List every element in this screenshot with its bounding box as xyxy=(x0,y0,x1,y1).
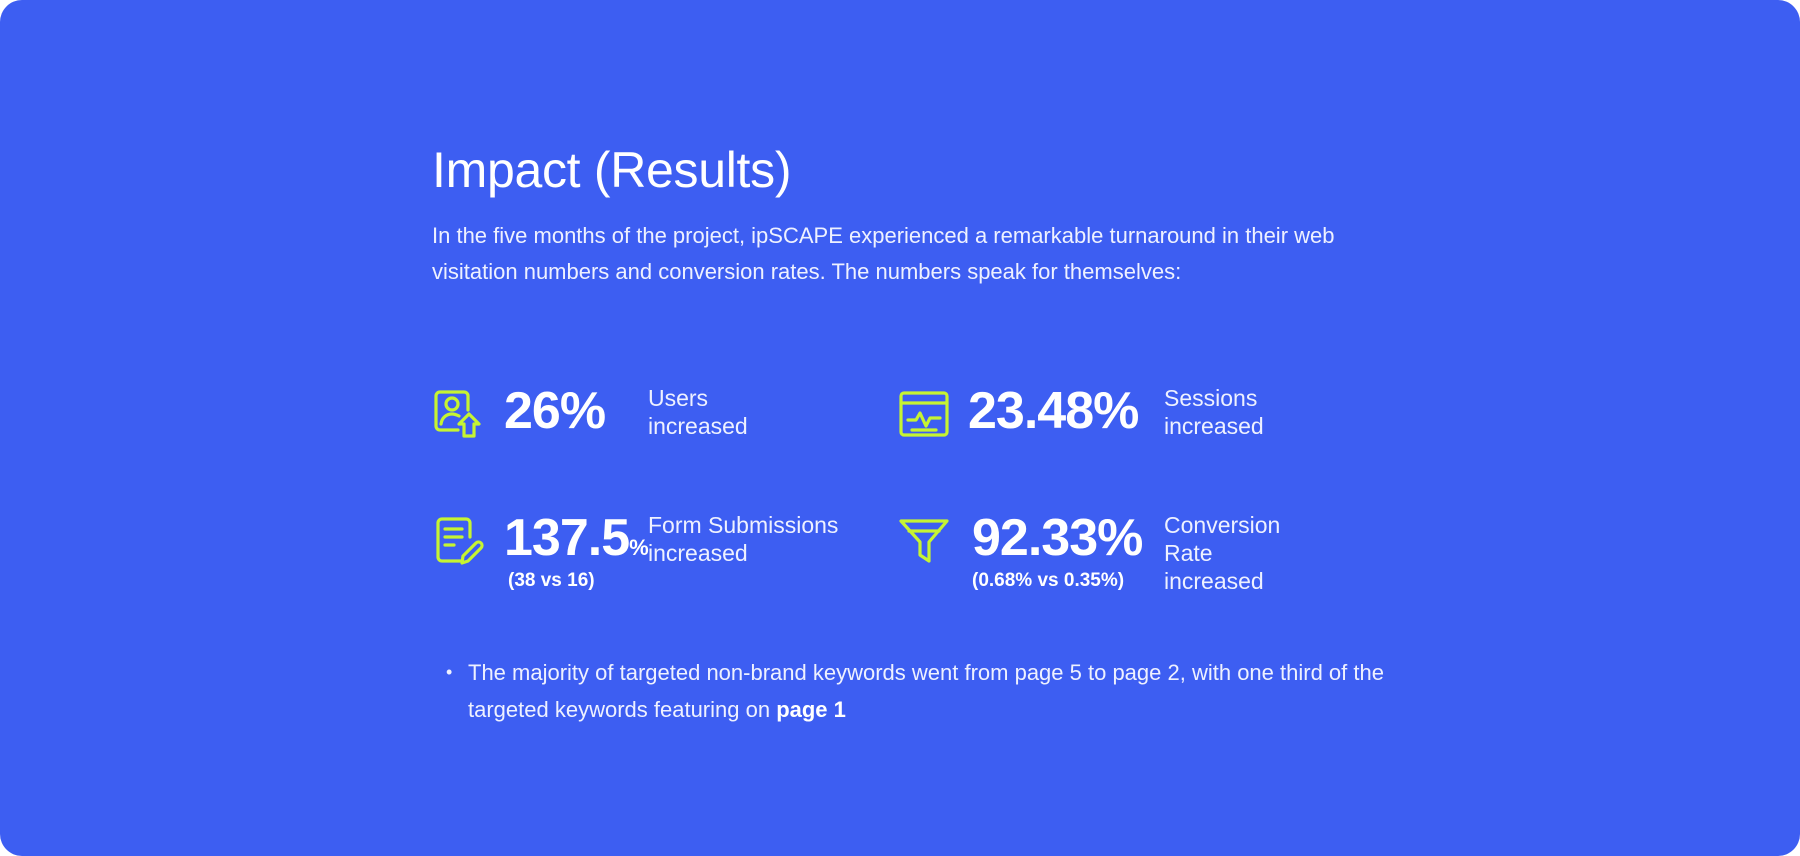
keyword-bullet-list: The majority of targeted non-brand keywo… xyxy=(432,654,1418,728)
form-edit-icon xyxy=(436,517,484,565)
intro-paragraph: In the five months of the project, ipSCA… xyxy=(432,223,1335,284)
stat-label: Users increased xyxy=(648,385,748,439)
stat-value: 92.33% xyxy=(972,509,1143,567)
stat-sessions: 23.48% Sessions increased xyxy=(898,382,1318,442)
stat-value: 26% xyxy=(504,382,606,440)
page-title: Impact (Results) xyxy=(432,142,792,198)
activity-monitor-icon xyxy=(899,391,949,437)
user-upload-icon xyxy=(434,390,481,438)
stat-label: Conversion Rate increased xyxy=(1164,512,1281,594)
stat-value: 23.48% xyxy=(968,382,1139,440)
stat-label: Sessions increased xyxy=(1164,385,1264,439)
stat-value: 137.5% xyxy=(504,509,649,567)
stat-users: 26% Users increased xyxy=(432,382,852,442)
stat-conversion-rate: 92.33% (0.68% vs 0.35%) Conversion Rate … xyxy=(898,509,1318,594)
stat-label: Form Submissions increased xyxy=(648,512,839,566)
stat-comparison: (38 vs 16) xyxy=(508,570,595,591)
stat-form-submissions: 137.5% (38 vs 16) Form Submissions incre… xyxy=(432,509,852,591)
results-content: Impact (Results) In the five months of t… xyxy=(432,140,1392,290)
funnel-icon xyxy=(899,519,949,563)
list-item: The majority of targeted non-brand keywo… xyxy=(446,654,1418,728)
stat-comparison: (0.68% vs 0.35%) xyxy=(972,570,1125,591)
